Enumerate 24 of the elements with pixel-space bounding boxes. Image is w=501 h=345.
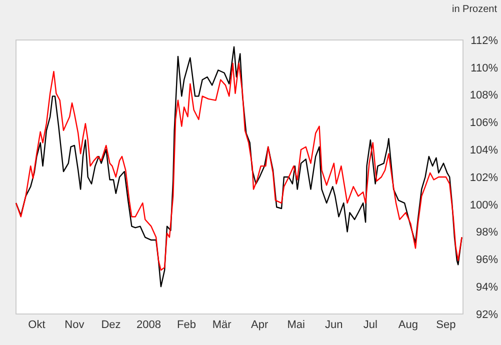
- x-tick-label: Nov: [64, 319, 85, 331]
- y-tick-label: 108%: [470, 90, 498, 102]
- x-tick-label: 2008: [136, 319, 161, 331]
- y-tick-label: 96%: [476, 254, 498, 266]
- y-tick-label: 94%: [476, 281, 498, 294]
- y-tick-label: 110%: [470, 62, 498, 74]
- x-tick-label: Mai: [287, 319, 306, 331]
- y-tick-label: 112%: [470, 34, 498, 47]
- x-tick-label: Aug: [398, 319, 418, 331]
- x-tick-label: Apr: [251, 319, 268, 331]
- y-tick-label: 106%: [470, 117, 498, 130]
- x-tick-label: Jul: [363, 319, 378, 331]
- y-tick-label: 102%: [470, 172, 498, 184]
- y-tick-label: 92%: [476, 308, 498, 321]
- x-tick-label: Feb: [177, 319, 196, 331]
- x-tick-label: Okt: [28, 319, 46, 331]
- x-tick-label: Dez: [101, 319, 121, 331]
- y-axis-title: in Prozent: [452, 4, 498, 15]
- y-tick-label: 98%: [476, 226, 498, 239]
- x-tick-label: Jun: [325, 319, 343, 331]
- x-tick-label: Sep: [436, 319, 456, 331]
- y-tick-label: 100%: [470, 199, 498, 212]
- x-tick-label: Mär: [212, 319, 232, 331]
- y-tick-label: 104%: [470, 144, 498, 156]
